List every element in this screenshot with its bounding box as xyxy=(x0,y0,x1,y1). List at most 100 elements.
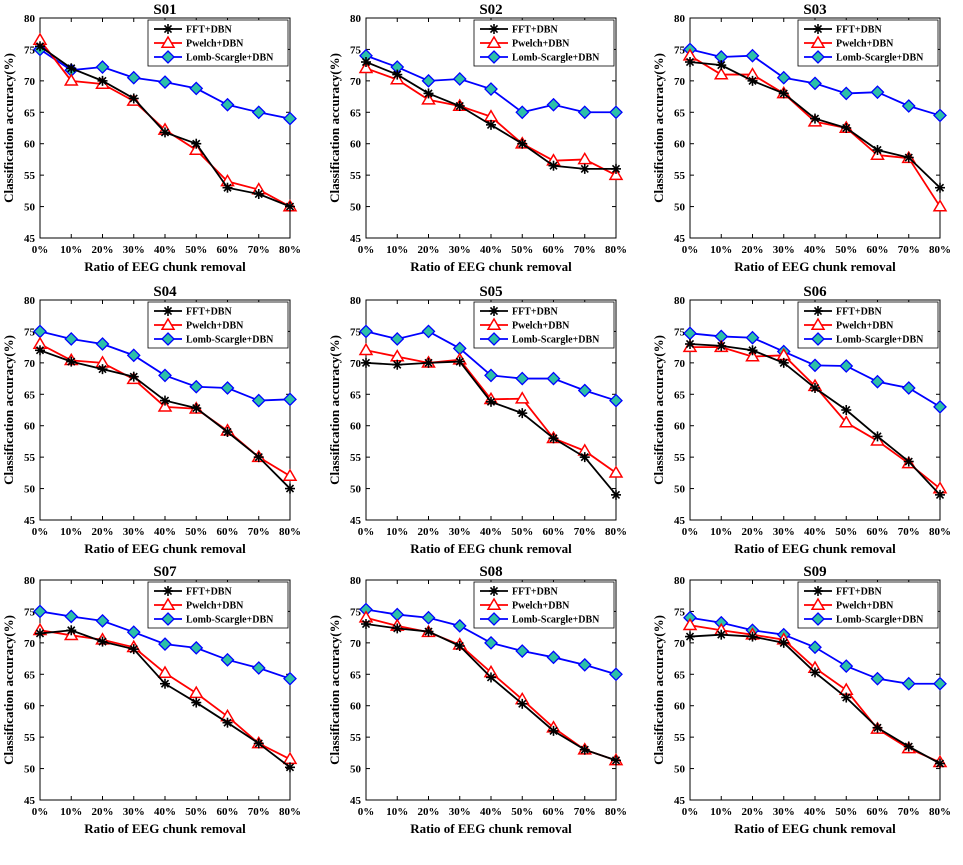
data-point xyxy=(35,345,45,356)
legend-marker xyxy=(811,612,825,626)
x-tick-label: 40% xyxy=(804,526,826,538)
legend-entry: FFT+DBN xyxy=(836,587,882,598)
x-tick-label: 10% xyxy=(386,806,408,818)
data-point xyxy=(285,483,295,494)
data-point xyxy=(841,405,852,415)
data-point xyxy=(97,636,108,647)
x-axis-label: Ratio of EEG chunk removal xyxy=(410,541,572,556)
x-tick-label: 80% xyxy=(279,244,301,256)
data-point xyxy=(577,151,593,165)
x-tick-label: 50% xyxy=(185,806,207,818)
legend-marker xyxy=(487,50,501,64)
y-tick-label: 50 xyxy=(674,202,686,214)
legend-entry: Pwelch+DBN xyxy=(512,321,570,332)
data-point xyxy=(546,371,561,386)
data-point xyxy=(515,105,530,120)
data-point xyxy=(423,626,434,637)
data-point xyxy=(903,741,914,752)
y-tick-label: 70 xyxy=(350,638,362,650)
data-point xyxy=(283,111,297,126)
data-point xyxy=(253,189,264,199)
data-point xyxy=(810,667,820,678)
data-point xyxy=(841,123,852,133)
data-point xyxy=(392,359,403,370)
subplot-s03: S03 45 50 55 60 65 70 75 80 0% 10% 20% 30% 40% 50% 60% 7… xyxy=(651,2,951,274)
y-tick-label: 65 xyxy=(350,669,362,681)
y-tick-label: 80 xyxy=(24,13,36,25)
series-fft-dbn xyxy=(35,41,295,212)
y-axis-label: Classification accuracy(%) xyxy=(327,615,342,765)
data-point xyxy=(838,415,854,428)
y-tick-label: 55 xyxy=(674,170,686,182)
y-tick-label: 70 xyxy=(350,358,362,370)
legend: FFT+DBN Pwelch+DBN Lomb-Scargle+DBN xyxy=(797,581,939,629)
data-point xyxy=(285,762,295,773)
data-point xyxy=(546,97,561,112)
legend-entry: FFT+DBN xyxy=(836,25,882,36)
data-point xyxy=(903,152,914,163)
data-point xyxy=(66,63,77,74)
x-tick-label: 70% xyxy=(248,806,270,818)
legend-entry: Pwelch+DBN xyxy=(186,601,244,612)
data-point xyxy=(191,138,202,149)
legend-entry: FFT+DBN xyxy=(512,587,558,598)
x-tick-label: 70% xyxy=(248,244,270,256)
data-point xyxy=(546,650,561,665)
legend-marker xyxy=(813,306,823,316)
x-axis-label: Ratio of EEG chunk removal xyxy=(410,821,572,836)
y-tick-label: 70 xyxy=(674,358,686,370)
legend-marker xyxy=(161,50,175,64)
data-point xyxy=(716,340,727,351)
data-point xyxy=(486,119,496,130)
legend-entry: FFT+DBN xyxy=(512,25,558,36)
legend-marker xyxy=(489,24,499,34)
subplot-title: S06 xyxy=(803,284,827,300)
legend-entry: Pwelch+DBN xyxy=(186,39,244,50)
data-point xyxy=(361,619,371,629)
data-point xyxy=(685,339,695,349)
x-tick-label: 20% xyxy=(418,806,440,818)
series-fft-dbn xyxy=(35,625,295,773)
y-tick-label: 75 xyxy=(674,44,686,56)
y-tick-label: 65 xyxy=(24,669,36,681)
data-point xyxy=(810,113,820,124)
y-tick-label: 50 xyxy=(350,202,362,214)
data-point xyxy=(251,661,266,675)
series-fft-dbn xyxy=(685,339,945,500)
x-tick-label: 50% xyxy=(185,244,207,256)
legend-marker xyxy=(163,306,173,316)
legend-entry: Pwelch+DBN xyxy=(836,601,894,612)
series-fft-dbn xyxy=(361,619,621,766)
data-point xyxy=(808,76,822,91)
subplot-s01: S01 45 50 55 60 65 70 75 80 0% 10% 20% 30% 40% 50% 60% 7… xyxy=(1,2,301,274)
data-point xyxy=(191,403,202,414)
legend-marker xyxy=(160,35,176,48)
y-axis-label: Classification accuracy(%) xyxy=(1,615,16,765)
data-point xyxy=(685,57,695,67)
subplot-s06: S06 45 50 55 60 65 70 75 80 0% 10% 20% 30% 40% 50% 60% 7… xyxy=(651,284,951,556)
legend-marker xyxy=(489,306,499,316)
data-point xyxy=(933,676,947,691)
y-tick-label: 65 xyxy=(674,107,686,119)
data-point xyxy=(452,72,467,86)
x-tick-label: 10% xyxy=(710,244,732,256)
legend-marker xyxy=(486,317,502,330)
x-tick-label: 30% xyxy=(123,806,145,818)
data-point xyxy=(158,368,172,383)
x-tick-label: 30% xyxy=(773,806,795,818)
subplot-title: S01 xyxy=(153,2,176,18)
data-point xyxy=(778,88,789,99)
data-point xyxy=(745,330,760,345)
x-tick-label: 30% xyxy=(773,244,795,256)
y-tick-label: 75 xyxy=(350,44,362,56)
data-point xyxy=(95,337,110,351)
y-tick-label: 45 xyxy=(674,795,686,807)
subplot-title: S08 xyxy=(479,564,502,580)
y-tick-label: 45 xyxy=(24,515,36,527)
x-tick-label: 60% xyxy=(867,806,889,818)
data-point xyxy=(358,342,374,356)
legend-marker xyxy=(810,317,826,330)
data-point xyxy=(128,644,139,655)
y-tick-label: 75 xyxy=(350,326,362,338)
data-point xyxy=(870,671,885,686)
